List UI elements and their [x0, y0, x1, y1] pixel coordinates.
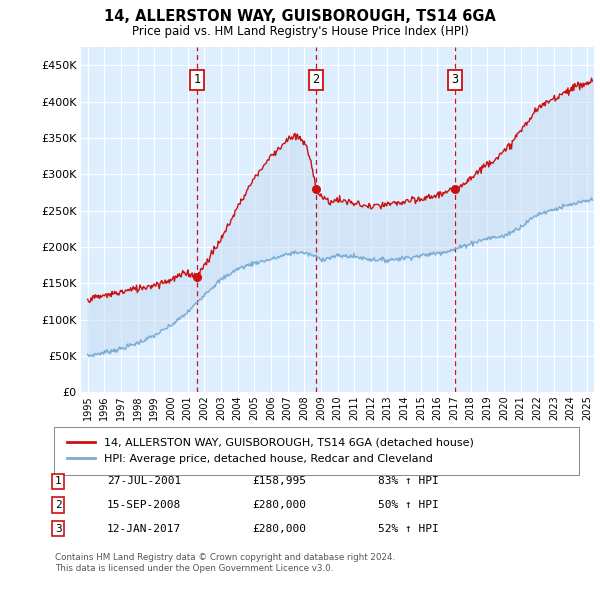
- Text: 1: 1: [55, 477, 62, 486]
- Text: 1: 1: [194, 73, 200, 86]
- Text: 2: 2: [313, 73, 320, 86]
- Text: 12-JAN-2017: 12-JAN-2017: [107, 524, 181, 533]
- Text: This data is licensed under the Open Government Licence v3.0.: This data is licensed under the Open Gov…: [55, 565, 334, 573]
- Text: 2: 2: [55, 500, 62, 510]
- Text: 15-SEP-2008: 15-SEP-2008: [107, 500, 181, 510]
- Text: 3: 3: [451, 73, 458, 86]
- Text: £280,000: £280,000: [252, 500, 306, 510]
- Text: 3: 3: [55, 524, 62, 533]
- Text: £158,995: £158,995: [252, 477, 306, 486]
- Legend: 14, ALLERSTON WAY, GUISBOROUGH, TS14 6GA (detached house), HPI: Average price, d: 14, ALLERSTON WAY, GUISBOROUGH, TS14 6GA…: [63, 434, 478, 468]
- Text: Contains HM Land Registry data © Crown copyright and database right 2024.: Contains HM Land Registry data © Crown c…: [55, 553, 395, 562]
- Text: Price paid vs. HM Land Registry's House Price Index (HPI): Price paid vs. HM Land Registry's House …: [131, 25, 469, 38]
- Text: 83% ↑ HPI: 83% ↑ HPI: [378, 477, 439, 486]
- Text: 52% ↑ HPI: 52% ↑ HPI: [378, 524, 439, 533]
- Text: £280,000: £280,000: [252, 524, 306, 533]
- Text: 14, ALLERSTON WAY, GUISBOROUGH, TS14 6GA: 14, ALLERSTON WAY, GUISBOROUGH, TS14 6GA: [104, 9, 496, 24]
- Text: 50% ↑ HPI: 50% ↑ HPI: [378, 500, 439, 510]
- Text: 27-JUL-2001: 27-JUL-2001: [107, 477, 181, 486]
